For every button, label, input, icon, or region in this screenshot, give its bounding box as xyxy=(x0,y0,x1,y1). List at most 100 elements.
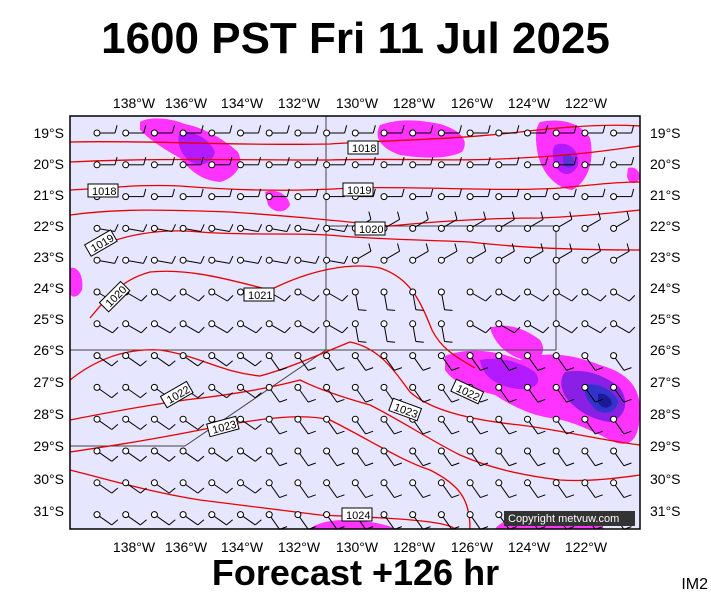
wind-barb xyxy=(552,383,575,403)
wind-barb xyxy=(208,156,233,169)
lon-label: 124°W xyxy=(508,95,551,111)
isobar-label: 1021 xyxy=(243,287,275,302)
wind-barb xyxy=(265,511,288,530)
lat-label: 24°S xyxy=(33,280,64,296)
wind-barb xyxy=(294,156,319,169)
wind-barb xyxy=(552,352,575,371)
wind-barb xyxy=(265,415,288,435)
wind-barb xyxy=(437,288,453,311)
wind-barb xyxy=(437,383,460,403)
wind-barb xyxy=(208,255,234,264)
wind-barb xyxy=(122,255,148,264)
wind-barb xyxy=(179,288,205,302)
wind-barb xyxy=(380,288,396,311)
wind-barb xyxy=(150,511,176,526)
wind-barb xyxy=(552,211,573,232)
lat-label: 29°S xyxy=(650,438,681,454)
wind-barb xyxy=(380,125,405,137)
wind-barb xyxy=(323,352,345,371)
map-frame xyxy=(69,115,641,530)
wind-barb xyxy=(437,243,458,264)
wind-barb xyxy=(610,288,636,302)
wind-barb xyxy=(93,320,119,334)
wind-barb xyxy=(351,352,374,371)
wind-barb xyxy=(351,125,376,137)
wind-barb xyxy=(208,511,233,526)
wind-barb xyxy=(437,447,460,467)
wind-barb xyxy=(179,352,205,367)
wind-barb xyxy=(581,156,606,169)
wind-barb xyxy=(150,255,176,264)
wind-barb xyxy=(524,479,546,499)
wind-barb xyxy=(495,211,515,232)
wind-barb xyxy=(409,125,434,137)
wind-barb xyxy=(409,447,431,467)
svg-text:1024: 1024 xyxy=(346,510,370,522)
wind-barb xyxy=(581,125,606,137)
wind-barb xyxy=(409,352,431,371)
wind-barb xyxy=(323,125,348,137)
svg-text:1021: 1021 xyxy=(248,290,272,302)
wind-barb xyxy=(409,511,431,530)
wind-barb xyxy=(237,352,262,367)
isobar-label: 1018 xyxy=(347,140,379,155)
wind-barb xyxy=(122,188,147,201)
wind-barb xyxy=(265,447,288,467)
wind-barb xyxy=(380,320,396,343)
lon-label: 126°W xyxy=(451,539,494,555)
wind-barb xyxy=(150,288,176,302)
wind-barb xyxy=(437,479,460,499)
wind-barb xyxy=(495,447,517,467)
wind-barb xyxy=(610,352,632,371)
wind-barb xyxy=(380,415,403,435)
wind-barb xyxy=(466,415,489,435)
wind-barb xyxy=(150,156,175,169)
wind-barb xyxy=(237,320,263,334)
wind-barb xyxy=(93,255,119,264)
wind-barb xyxy=(581,447,603,467)
lat-label: 20°S xyxy=(33,156,64,172)
lon-label: 136°W xyxy=(165,95,208,111)
wind-barb xyxy=(466,211,487,232)
wind-barb xyxy=(610,243,630,264)
wind-barb xyxy=(466,288,492,302)
wind-barb xyxy=(237,125,262,137)
wind-barb xyxy=(323,320,349,334)
lat-label: 22°S xyxy=(650,218,681,234)
wind-barb xyxy=(351,320,367,343)
lon-label: 128°W xyxy=(393,95,436,111)
wind-barb xyxy=(524,383,546,403)
wind-barb xyxy=(265,383,288,403)
lon-label: 126°W xyxy=(451,95,494,111)
lon-label: 136°W xyxy=(165,539,208,555)
wind-barb xyxy=(409,188,434,201)
wind-barb xyxy=(581,479,603,499)
wind-barb xyxy=(93,511,119,526)
wind-barb xyxy=(495,383,517,403)
wind-barb xyxy=(552,447,575,467)
wind-barb xyxy=(524,211,544,232)
wind-barb xyxy=(150,320,176,334)
wind-barb xyxy=(466,125,491,137)
wind-barb xyxy=(351,288,367,311)
wind-barb xyxy=(122,447,147,462)
lon-label: 122°W xyxy=(565,95,608,111)
wind-barb xyxy=(237,415,262,430)
wind-barb xyxy=(294,479,316,499)
wind-barb xyxy=(179,320,205,334)
wind-barb xyxy=(179,415,205,430)
wind-barb xyxy=(179,255,205,264)
wind-barb xyxy=(208,352,233,367)
wind-barb xyxy=(237,383,262,399)
wind-barb xyxy=(179,447,205,462)
wind-barb xyxy=(294,288,320,302)
wind-barb xyxy=(610,125,635,137)
wind-barb xyxy=(581,211,601,232)
wind-barb xyxy=(208,320,234,334)
wind-barb xyxy=(581,415,603,435)
wind-barb xyxy=(466,320,492,334)
wind-barb xyxy=(93,156,118,169)
lat-label: 27°S xyxy=(650,374,681,390)
wind-barb xyxy=(552,188,577,201)
wind-barb xyxy=(294,383,316,403)
